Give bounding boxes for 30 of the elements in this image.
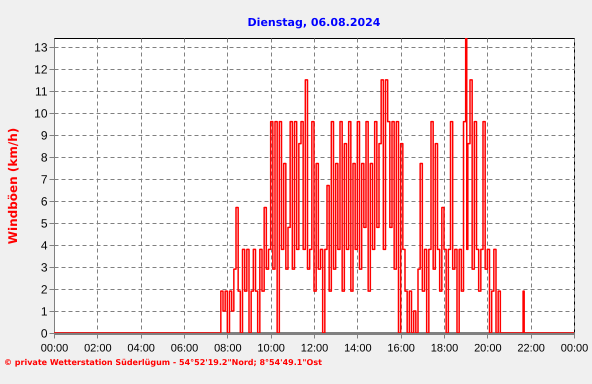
y-tick-label: 2 bbox=[40, 282, 48, 296]
x-tick-label: 22:00 bbox=[517, 342, 545, 354]
chart-title: Dienstag, 06.08.2024 bbox=[248, 16, 381, 29]
y-tick-label: 0 bbox=[40, 326, 48, 340]
x-tick-label: 20:00 bbox=[474, 342, 502, 354]
x-tick-label: 00:00 bbox=[560, 342, 588, 354]
x-tick-label: 00:00 bbox=[40, 342, 68, 354]
y-tick-label: 12 bbox=[34, 62, 48, 76]
y-axis-title: Windböen (km/h) bbox=[6, 128, 20, 244]
y-tick-label: 3 bbox=[40, 260, 48, 274]
text: © private Wetterstation Süderlügum - 54°52'19.2"Nord; 8°54'49.1"Ost bbox=[4, 358, 322, 367]
x-tick-label: 06:00 bbox=[170, 342, 198, 354]
x-tick-label: 12:00 bbox=[300, 342, 328, 354]
x-tick-label: 14:00 bbox=[344, 342, 372, 354]
y-tick-label: 13 bbox=[34, 40, 48, 54]
y-tick-label: 7 bbox=[40, 172, 48, 186]
y-tick-label: 9 bbox=[40, 128, 48, 142]
x-tick-label: 18:00 bbox=[430, 342, 458, 354]
y-tick-label: 6 bbox=[40, 194, 48, 208]
y-tick-label: 10 bbox=[34, 106, 48, 120]
y-tick-label: 4 bbox=[40, 238, 48, 252]
y-tick-label: 1 bbox=[40, 304, 48, 318]
y-tick-label: 8 bbox=[40, 150, 48, 164]
x-tick-label: 04:00 bbox=[127, 342, 155, 354]
y-tick-label: 5 bbox=[40, 216, 48, 230]
x-tick-label: 16:00 bbox=[387, 342, 415, 354]
x-tick-label: 02:00 bbox=[84, 342, 112, 354]
x-tick-label: 10:00 bbox=[257, 342, 285, 354]
x-tick-label: 08:00 bbox=[214, 342, 242, 354]
y-tick-label: 11 bbox=[35, 84, 48, 98]
